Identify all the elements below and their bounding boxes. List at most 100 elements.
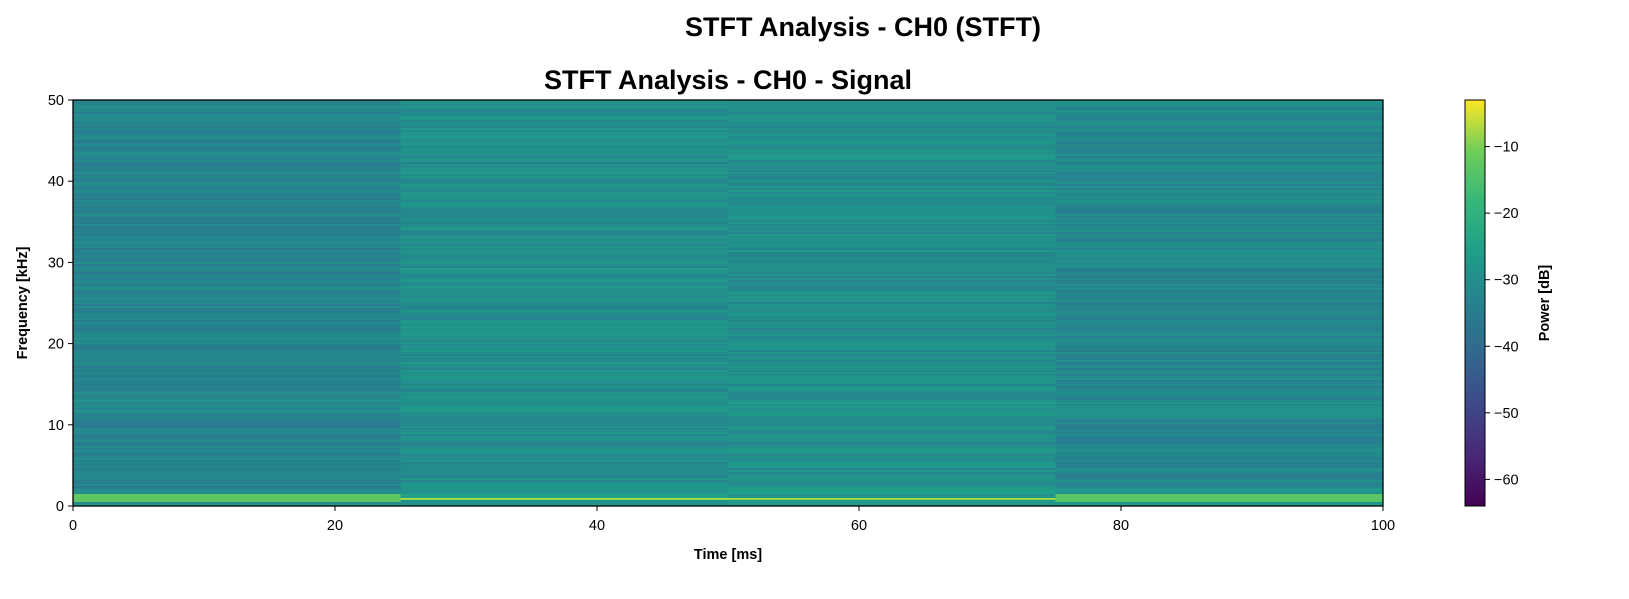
spectro-row: [728, 404, 1056, 406]
spectro-row: [1055, 434, 1383, 436]
spectro-row: [1055, 488, 1383, 490]
spectro-row: [400, 442, 728, 444]
spectro-row: [400, 232, 728, 234]
spectro-row: [1055, 460, 1383, 462]
spectro-row: [728, 292, 1056, 294]
spectro-row: [73, 436, 401, 438]
spectro-row: [400, 130, 728, 132]
spectro-row: [73, 150, 401, 152]
spectro-row: [73, 344, 401, 346]
spectro-row: [1055, 106, 1383, 108]
spectro-row: [73, 130, 401, 132]
spectro-row: [728, 388, 1056, 390]
spectro-row: [1055, 262, 1383, 264]
spectro-row: [73, 448, 401, 450]
spectro-row: [1055, 256, 1383, 258]
spectro-row: [1055, 394, 1383, 396]
spectro-row: [1055, 288, 1383, 290]
spectro-row: [1055, 276, 1383, 278]
spectro-row: [73, 346, 401, 348]
spectro-row: [73, 302, 401, 304]
spectro-row: [400, 268, 728, 270]
spectro-row: [73, 494, 401, 496]
spectro-row: [1055, 234, 1383, 236]
spectro-row: [1055, 428, 1383, 430]
spectro-row: [1055, 446, 1383, 448]
spectro-row: [1055, 368, 1383, 370]
spectro-row: [73, 390, 401, 392]
spectro-row: [728, 100, 1056, 102]
spectro-row: [728, 432, 1056, 434]
spectro-row: [400, 336, 728, 338]
spectro-row: [73, 338, 401, 340]
spectro-row: [728, 192, 1056, 194]
spectro-row: [73, 398, 401, 400]
spectro-row: [73, 174, 401, 176]
spectro-row: [1055, 146, 1383, 148]
spectro-row: [73, 214, 401, 216]
spectro-row: [73, 384, 401, 386]
spectro-row: [1055, 222, 1383, 224]
spectro-row: [1055, 356, 1383, 358]
spectro-row: [400, 380, 728, 382]
spectro-row: [1055, 132, 1383, 134]
spectro-row: [73, 364, 401, 366]
spectro-row: [1055, 414, 1383, 416]
spectro-row: [400, 398, 728, 400]
spectro-row: [1055, 228, 1383, 230]
spectro-row: [728, 300, 1056, 302]
spectro-row: [728, 384, 1056, 386]
spectro-row: [1055, 426, 1383, 428]
spectro-row: [73, 140, 401, 142]
spectro-row: [73, 340, 401, 342]
spectro-row: [1055, 118, 1383, 120]
spectro-row: [73, 406, 401, 408]
spectro-row: [1055, 168, 1383, 170]
spectro-row: [728, 106, 1056, 108]
spectro-row: [73, 474, 401, 476]
spectro-row: [73, 306, 401, 308]
spectro-row: [728, 316, 1056, 318]
spectro-row: [1055, 450, 1383, 452]
spectro-row: [400, 170, 728, 172]
spectro-row: [73, 424, 401, 426]
spectro-row: [73, 210, 401, 212]
spectro-row: [1055, 246, 1383, 248]
spectro-row: [400, 266, 728, 268]
spectro-row: [1055, 392, 1383, 394]
spectro-row: [728, 298, 1056, 300]
spectro-row: [73, 114, 401, 116]
spectro-row: [73, 274, 401, 276]
spectro-row: [728, 174, 1056, 176]
spectro-row: [400, 194, 728, 196]
spectro-row: [728, 274, 1056, 276]
spectro-row: [1055, 194, 1383, 196]
spectro-row: [400, 152, 728, 154]
spectro-row: [1055, 332, 1383, 334]
spectro-row: [728, 424, 1056, 426]
spectro-row: [73, 232, 401, 234]
spectro-row: [728, 392, 1056, 394]
spectro-row: [728, 276, 1056, 278]
spectro-row: [400, 236, 728, 238]
spectro-row: [1055, 422, 1383, 424]
spectro-row: [73, 450, 401, 452]
spectro-row: [73, 496, 401, 498]
spectro-row: [73, 242, 401, 244]
spectro-row: [728, 350, 1056, 352]
spectro-row: [73, 482, 401, 484]
spectro-row: [400, 180, 728, 182]
colorbar-axis: −60 −50 −40 −30 −20 −10: [1485, 140, 1519, 488]
spectro-row: [728, 440, 1056, 442]
spectro-row: [1055, 480, 1383, 482]
spectro-row: [400, 160, 728, 162]
spectro-row: [73, 226, 401, 228]
spectro-row: [1055, 126, 1383, 128]
spectro-row: [1055, 166, 1383, 168]
spectro-row: [73, 456, 401, 458]
spectro-row: [73, 490, 401, 492]
spectro-row: [400, 282, 728, 284]
spectro-row: [1055, 494, 1383, 496]
spectro-row: [728, 486, 1056, 488]
spectro-row: [73, 296, 401, 298]
